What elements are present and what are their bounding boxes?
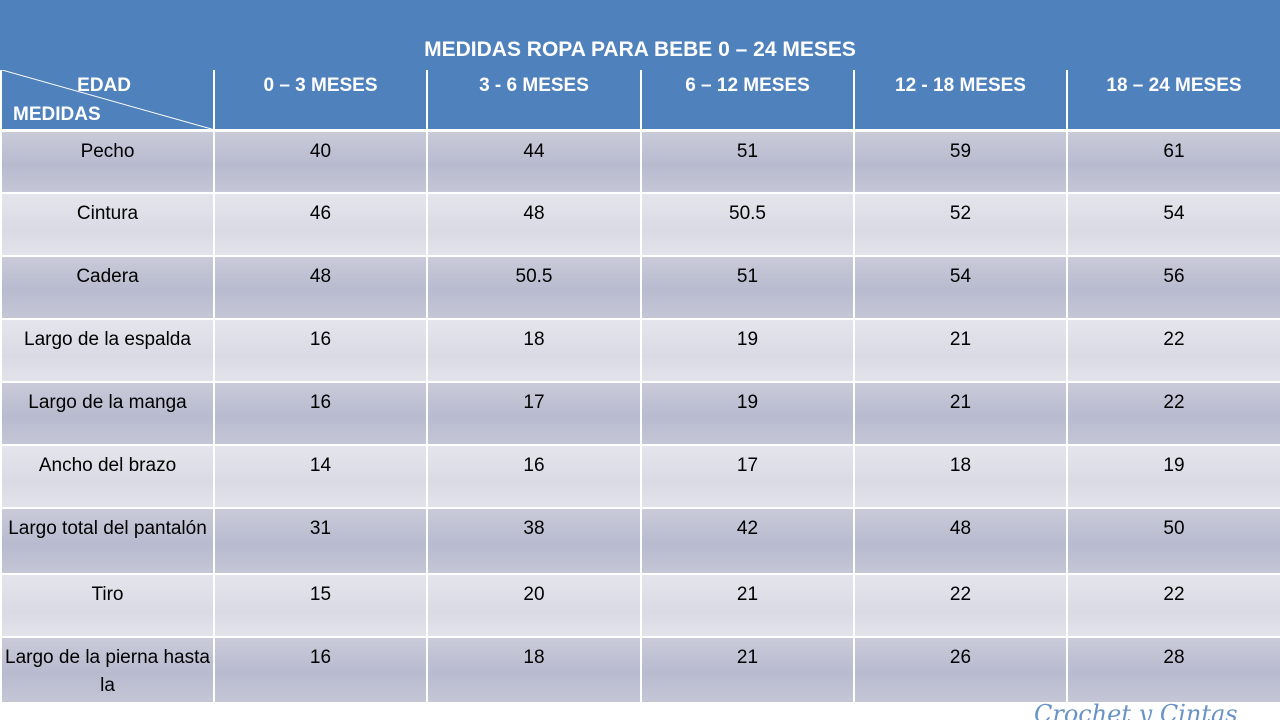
table-cell: 26 — [853, 637, 1068, 704]
table-cell: 22 — [1066, 574, 1280, 638]
table-cell: 21 — [640, 637, 855, 704]
table-cell: 19 — [640, 319, 855, 383]
table-cell: 17 — [426, 382, 642, 446]
table-row: Pecho 40 44 51 59 61 — [0, 130, 1280, 194]
table-cell: 22 — [1066, 319, 1280, 383]
header-row: EDAD MEDIDAS 0 – 3 MESES 3 - 6 MESES 6 –… — [0, 70, 1280, 132]
table-cell: 22 — [1066, 382, 1280, 446]
row-label: Pecho — [0, 130, 215, 194]
table-cell: 31 — [213, 508, 428, 575]
table-row: Cadera 48 50.5 51 54 56 — [0, 256, 1280, 320]
table-cell: 50.5 — [640, 193, 855, 257]
table-row: Tiro 15 20 21 22 22 — [0, 574, 1280, 638]
row-label: Largo de la espalda — [0, 319, 215, 383]
corner-edad-label: EDAD — [77, 75, 131, 96]
table-cell: 44 — [426, 130, 642, 194]
watermark-text: Crochet y Cintas — [1034, 700, 1238, 720]
table-cell: 52 — [853, 193, 1068, 257]
table-cell: 48 — [213, 256, 428, 320]
row-label: Largo de la manga — [0, 382, 215, 446]
table-cell: 50 — [1066, 508, 1280, 575]
table-cell: 19 — [1066, 445, 1280, 509]
table-cell: 16 — [213, 637, 428, 704]
table-cell: 14 — [213, 445, 428, 509]
table-cell: 21 — [640, 574, 855, 638]
table-row: Ancho del brazo 14 16 17 18 19 — [0, 445, 1280, 509]
row-label: Ancho del brazo — [0, 445, 215, 509]
table-cell: 17 — [640, 445, 855, 509]
column-header: 0 – 3 MESES — [213, 70, 428, 132]
table-cell: 61 — [1066, 130, 1280, 194]
row-label: Largo total del pantalón — [0, 508, 215, 575]
table-cell: 18 — [853, 445, 1068, 509]
table-cell: 54 — [853, 256, 1068, 320]
table-cell: 50.5 — [426, 256, 642, 320]
table-cell: 59 — [853, 130, 1068, 194]
table-cell: 15 — [213, 574, 428, 638]
table-row: Cintura 46 48 50.5 52 54 — [0, 193, 1280, 257]
table-row: Largo de la manga 16 17 19 21 22 — [0, 382, 1280, 446]
table-cell: 18 — [426, 319, 642, 383]
table-cell: 40 — [213, 130, 428, 194]
column-header: 3 - 6 MESES — [426, 70, 642, 132]
table-cell: 16 — [213, 382, 428, 446]
table-cell: 54 — [1066, 193, 1280, 257]
column-header: 12 - 18 MESES — [853, 70, 1068, 132]
table-cell: 21 — [853, 382, 1068, 446]
table-cell: 20 — [426, 574, 642, 638]
row-label: Cadera — [0, 256, 215, 320]
table-title: MEDIDAS ROPA PARA BEBE 0 – 24 MESES — [0, 0, 1280, 70]
table-cell: 21 — [853, 319, 1068, 383]
column-header: 6 – 12 MESES — [640, 70, 855, 132]
row-label: Tiro — [0, 574, 215, 638]
column-header: 18 – 24 MESES — [1066, 70, 1280, 132]
table-cell: 18 — [426, 637, 642, 704]
table-row: Largo de la pierna hasta la 16 18 21 26 … — [0, 637, 1280, 704]
table-cell: 56 — [1066, 256, 1280, 320]
table-cell: 22 — [853, 574, 1068, 638]
table-cell: 48 — [426, 193, 642, 257]
table-cell: 19 — [640, 382, 855, 446]
corner-header-cell: EDAD MEDIDAS — [0, 70, 215, 132]
table-cell: 16 — [426, 445, 642, 509]
size-table: EDAD MEDIDAS 0 – 3 MESES 3 - 6 MESES 6 –… — [0, 70, 1280, 704]
corner-medidas-label: MEDIDAS — [13, 104, 101, 125]
table-cell: 42 — [640, 508, 855, 575]
table-row: Largo de la espalda 16 18 19 21 22 — [0, 319, 1280, 383]
table-row: Largo total del pantalón 31 38 42 48 50 — [0, 508, 1280, 575]
table-cell: 51 — [640, 130, 855, 194]
table-cell: 51 — [640, 256, 855, 320]
row-label: Largo de la pierna hasta la — [0, 637, 215, 704]
table-cell: 28 — [1066, 637, 1280, 704]
table-cell: 16 — [213, 319, 428, 383]
table-cell: 46 — [213, 193, 428, 257]
table-cell: 48 — [853, 508, 1068, 575]
table-cell: 38 — [426, 508, 642, 575]
diagonal-divider — [2, 70, 215, 130]
row-label: Cintura — [0, 193, 215, 257]
